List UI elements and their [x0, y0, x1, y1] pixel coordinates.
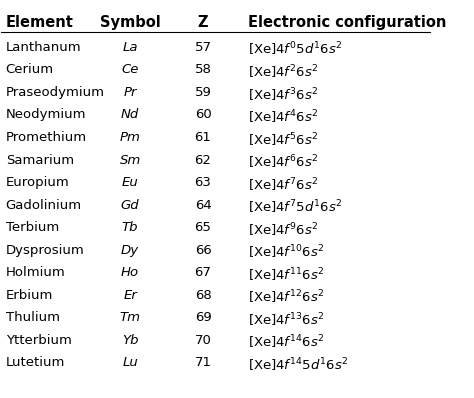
Text: [Xe]4$f^{10}$6$s^2$: [Xe]4$f^{10}$6$s^2$ [248, 244, 325, 261]
Text: [Xe]4$f^5$6$s^2$: [Xe]4$f^5$6$s^2$ [248, 131, 319, 148]
Text: Erbium: Erbium [6, 289, 53, 302]
Text: Tm: Tm [119, 311, 141, 324]
Text: 62: 62 [194, 154, 211, 166]
Text: [Xe]4$f^{12}$6$s^2$: [Xe]4$f^{12}$6$s^2$ [248, 289, 325, 306]
Text: [Xe]4$f^{14}$6$s^2$: [Xe]4$f^{14}$6$s^2$ [248, 334, 325, 351]
Text: Neodymium: Neodymium [6, 109, 86, 121]
Text: [Xe]4$f^{11}$6$s^2$: [Xe]4$f^{11}$6$s^2$ [248, 266, 325, 284]
Text: Er: Er [123, 289, 137, 302]
Text: Symbol: Symbol [100, 15, 161, 30]
Text: 59: 59 [194, 86, 211, 99]
Text: Element: Element [6, 15, 73, 30]
Text: 63: 63 [194, 176, 211, 189]
Text: Pr: Pr [123, 86, 137, 99]
Text: 66: 66 [195, 244, 211, 257]
Text: La: La [122, 41, 138, 54]
Text: 61: 61 [194, 131, 211, 144]
Text: Pm: Pm [119, 131, 140, 144]
Text: Lutetium: Lutetium [6, 356, 65, 369]
Text: 57: 57 [194, 41, 211, 54]
Text: Dy: Dy [121, 244, 139, 257]
Text: [Xe]4$f^4$6$s^2$: [Xe]4$f^4$6$s^2$ [248, 109, 319, 126]
Text: 68: 68 [195, 289, 211, 302]
Text: [Xe]4$f^0$5$d^1$6$s^2$: [Xe]4$f^0$5$d^1$6$s^2$ [248, 41, 343, 59]
Text: [Xe]4$f^{13}$6$s^2$: [Xe]4$f^{13}$6$s^2$ [248, 311, 325, 329]
Text: [Xe]4$f^7$6$s^2$: [Xe]4$f^7$6$s^2$ [248, 176, 319, 193]
Text: [Xe]4$f^7$5$d^1$6$s^2$: [Xe]4$f^7$5$d^1$6$s^2$ [248, 199, 343, 216]
Text: 70: 70 [194, 334, 211, 347]
Text: 71: 71 [194, 356, 211, 369]
Text: [Xe]4$f^2$6$s^2$: [Xe]4$f^2$6$s^2$ [248, 63, 319, 81]
Text: Lu: Lu [122, 356, 138, 369]
Text: [Xe]4$f^9$6$s^2$: [Xe]4$f^9$6$s^2$ [248, 221, 319, 239]
Text: Terbium: Terbium [6, 221, 59, 234]
Text: Ho: Ho [121, 266, 139, 279]
Text: Promethium: Promethium [6, 131, 87, 144]
Text: Nd: Nd [121, 109, 139, 121]
Text: 65: 65 [194, 221, 211, 234]
Text: Praseodymium: Praseodymium [6, 86, 105, 99]
Text: [Xe]4$f^3$6$s^2$: [Xe]4$f^3$6$s^2$ [248, 86, 319, 103]
Text: Eu: Eu [122, 176, 138, 189]
Text: Cerium: Cerium [6, 63, 54, 76]
Text: Ytterbium: Ytterbium [6, 334, 72, 347]
Text: Tb: Tb [122, 221, 138, 234]
Text: Gd: Gd [121, 199, 139, 212]
Text: 69: 69 [195, 311, 211, 324]
Text: Dysprosium: Dysprosium [6, 244, 84, 257]
Text: 60: 60 [195, 109, 211, 121]
Text: Gadolinium: Gadolinium [6, 199, 82, 212]
Text: 64: 64 [195, 199, 211, 212]
Text: Ce: Ce [121, 63, 139, 76]
Text: Z: Z [198, 15, 208, 30]
Text: Electronic configuration: Electronic configuration [248, 15, 447, 30]
Text: 67: 67 [194, 266, 211, 279]
Text: Thulium: Thulium [6, 311, 60, 324]
Text: Sm: Sm [119, 154, 141, 166]
Text: [Xe]4$f^6$6$s^2$: [Xe]4$f^6$6$s^2$ [248, 154, 319, 171]
Text: Lanthanum: Lanthanum [6, 41, 82, 54]
Text: Europium: Europium [6, 176, 69, 189]
Text: Holmium: Holmium [6, 266, 65, 279]
Text: Yb: Yb [122, 334, 138, 347]
Text: 58: 58 [194, 63, 211, 76]
Text: [Xe]4$f^{14}$5$d^1$6$s^2$: [Xe]4$f^{14}$5$d^1$6$s^2$ [248, 356, 349, 374]
Text: Samarium: Samarium [6, 154, 74, 166]
